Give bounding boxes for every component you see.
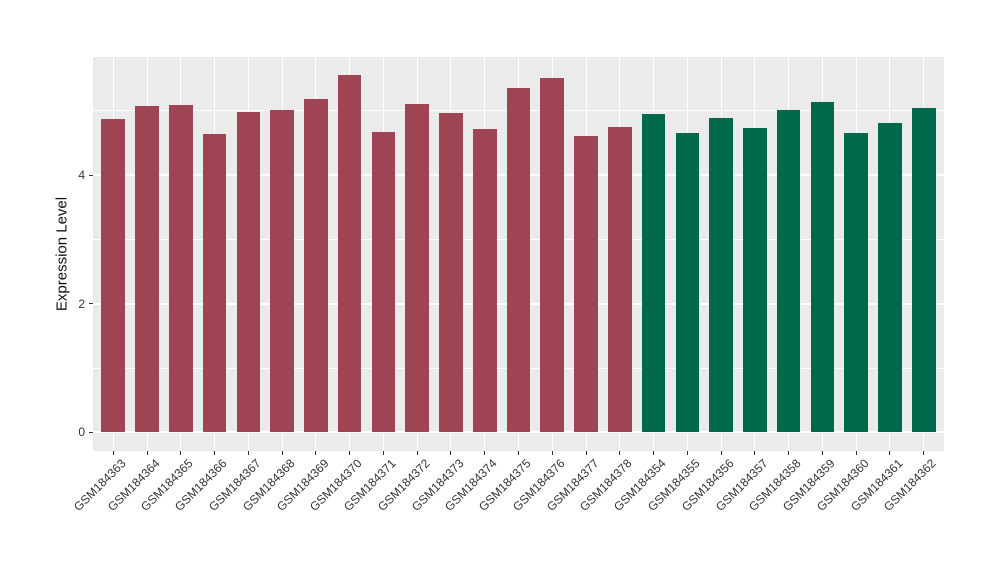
bar-GSM184372 xyxy=(405,103,429,433)
y-tick-label: 0 xyxy=(78,425,85,440)
y-axis-title: Expression Level xyxy=(53,196,71,312)
bar-GSM184378 xyxy=(607,127,632,433)
x-tick-mark xyxy=(450,451,452,455)
y-tick-label: 4 xyxy=(78,168,85,183)
x-tick-mark xyxy=(619,451,621,455)
bar-GSM184355 xyxy=(675,132,700,433)
bar-GSM184376 xyxy=(540,78,565,433)
x-tick-mark xyxy=(349,451,351,455)
x-tick-mark xyxy=(112,451,114,455)
x-tick-mark xyxy=(855,451,857,455)
bar-GSM184362 xyxy=(911,107,936,433)
x-tick-mark xyxy=(653,451,655,455)
bar-GSM184356 xyxy=(709,118,733,433)
x-tick-mark xyxy=(484,451,486,455)
bar-GSM184358 xyxy=(776,110,801,433)
x-tick-mark xyxy=(180,451,182,455)
bar-GSM184375 xyxy=(506,88,531,433)
y-tick-mark xyxy=(89,174,93,176)
x-tick-mark xyxy=(889,451,891,455)
y-tick-mark xyxy=(89,431,93,433)
x-tick-mark xyxy=(551,451,553,455)
x-tick-mark xyxy=(315,451,317,455)
x-tick-mark xyxy=(686,451,688,455)
x-tick-mark xyxy=(416,451,418,455)
bar-GSM184357 xyxy=(743,128,767,433)
bar-GSM184369 xyxy=(304,99,328,433)
bar-GSM184368 xyxy=(270,110,294,433)
bar-GSM184367 xyxy=(236,112,261,433)
bar-GSM184377 xyxy=(574,136,598,433)
x-tick-mark xyxy=(214,451,216,455)
x-tick-mark xyxy=(821,451,823,455)
y-tick-mark xyxy=(89,303,93,305)
x-tick-mark xyxy=(281,451,283,455)
x-tick-mark xyxy=(382,451,384,455)
bar-GSM184370 xyxy=(337,74,362,433)
y-tick-label: 2 xyxy=(78,296,85,311)
bar-GSM184371 xyxy=(371,131,396,433)
x-tick-mark xyxy=(146,451,148,455)
bar-GSM184360 xyxy=(844,132,868,433)
x-tick-mark xyxy=(585,451,587,455)
bar-GSM184364 xyxy=(135,106,159,433)
bar-GSM184354 xyxy=(641,113,666,433)
x-tick-mark xyxy=(247,451,249,455)
x-tick-mark xyxy=(518,451,519,455)
bar-GSM184359 xyxy=(810,101,835,433)
bar-GSM184361 xyxy=(878,122,902,433)
x-tick-mark xyxy=(720,451,722,455)
bar-GSM184373 xyxy=(439,112,463,433)
x-tick-mark xyxy=(923,451,925,455)
x-tick-mark xyxy=(754,451,756,455)
x-tick-mark xyxy=(788,451,790,455)
bar-GSM184363 xyxy=(101,118,126,433)
bar-GSM184365 xyxy=(168,105,193,433)
bar-GSM184374 xyxy=(472,128,497,433)
bar-GSM184366 xyxy=(202,134,227,433)
